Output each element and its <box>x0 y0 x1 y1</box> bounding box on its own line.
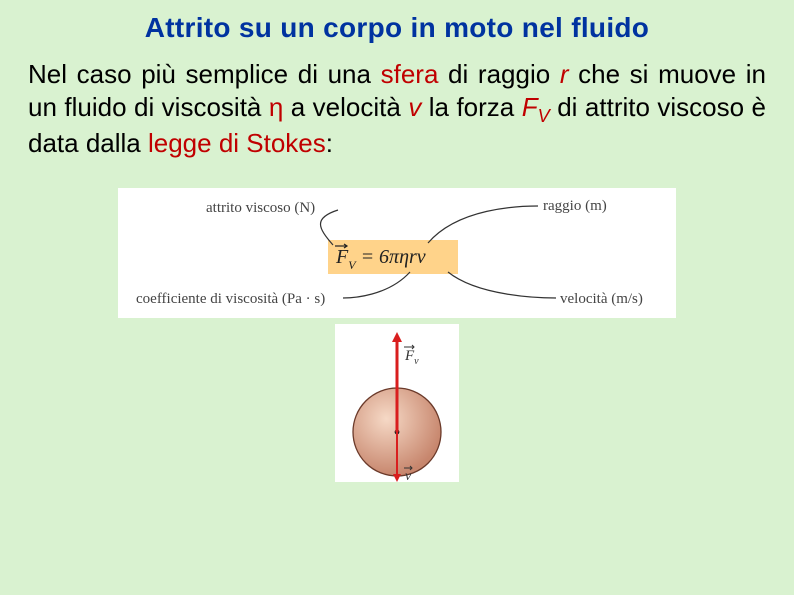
diagram-area: FV = 6πηrvattrito viscoso (N)raggio (m)c… <box>28 188 766 482</box>
text-run: Nel caso più semplice di una <box>28 59 381 89</box>
slide-title: Attrito su un corpo in moto nel fluido <box>28 12 766 44</box>
svg-text:v: v <box>405 469 412 482</box>
text-run: sfera <box>381 59 439 89</box>
text-run: r <box>560 59 569 89</box>
sphere-diagram: Fvv <box>335 324 459 482</box>
text-run: di raggio <box>438 59 559 89</box>
text-run: legge di Stokes <box>148 128 326 158</box>
text-run: v <box>408 92 421 122</box>
text-run: η <box>269 92 283 122</box>
text-run: la forza <box>421 92 521 122</box>
formula-diagram: FV = 6πηrvattrito viscoso (N)raggio (m)c… <box>118 188 676 318</box>
svg-text:raggio (m): raggio (m) <box>543 198 607 214</box>
text-run: F <box>522 92 538 122</box>
svg-text:velocità (m/s): velocità (m/s) <box>560 291 643 307</box>
slide: Attrito su un corpo in moto nel fluido N… <box>0 0 794 595</box>
text-run: a velocità <box>283 92 408 122</box>
svg-text:attrito viscoso (N): attrito viscoso (N) <box>206 200 315 216</box>
text-run: V <box>538 106 550 126</box>
body-paragraph: Nel caso più semplice di una sfera di ra… <box>28 58 766 160</box>
text-run: : <box>326 128 333 158</box>
svg-text:coefficiente di viscosità (Pa: coefficiente di viscosità (Pa · s) <box>136 291 325 307</box>
